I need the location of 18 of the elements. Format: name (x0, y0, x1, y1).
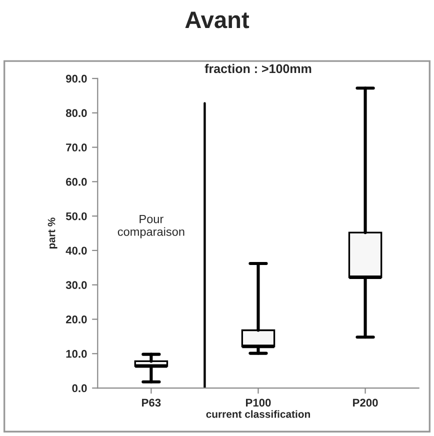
x-tick-label: P200 (353, 398, 378, 407)
y-tick-label: 20.0 (66, 316, 87, 324)
x-tick-label: P100 (246, 398, 271, 407)
x-tick-label: P63 (142, 398, 161, 407)
chart-title: Avant (185, 12, 250, 28)
y-tick-label: 0.0 (72, 384, 87, 392)
y-tick-label: 10.0 (66, 350, 87, 358)
y-tick-label: 40.0 (66, 246, 87, 255)
y-tick-label: 30.0 (66, 281, 87, 290)
chart-subtitle: fraction : >100mm (204, 64, 312, 74)
y-tick-label: 50.0 (66, 212, 87, 220)
y-tick-label: 80.0 (66, 109, 87, 118)
y-axis-title: part % (48, 218, 58, 248)
y-tick-label: 60.0 (66, 178, 87, 186)
annotation: Pour comparaison (118, 214, 184, 238)
y-tick-label: 70.0 (66, 144, 87, 152)
x-axis-title: current classification (206, 410, 310, 418)
y-tick-label: 90.0 (66, 74, 87, 83)
